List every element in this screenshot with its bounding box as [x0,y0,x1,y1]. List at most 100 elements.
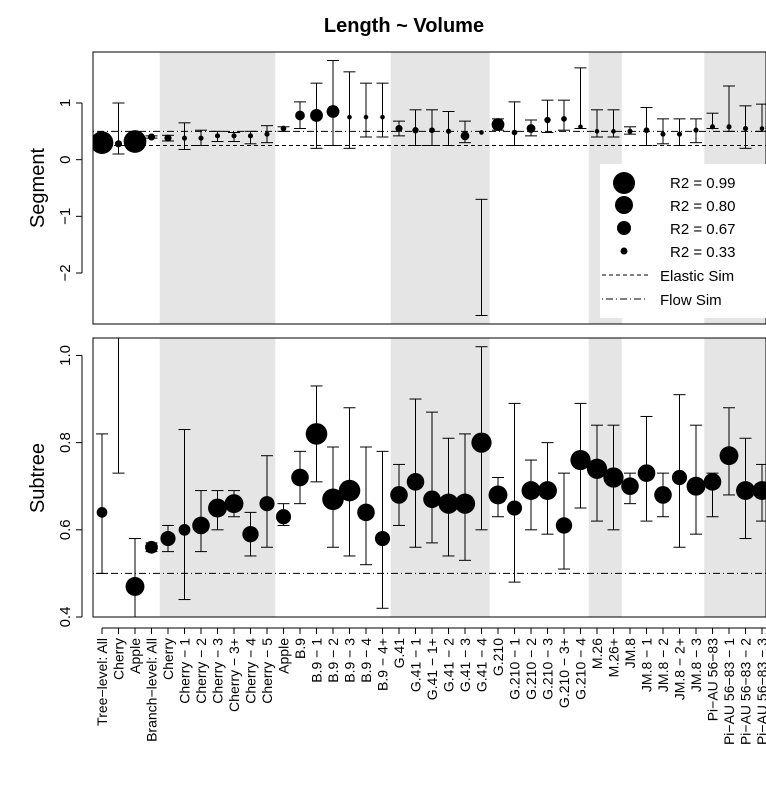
subtree-y-label: Subtree [27,443,49,513]
segment-error-bar-38 [723,85,735,132]
subtree-point-29 [570,449,591,471]
legend-marker-r2-0.67 [617,221,631,235]
segment-error-bar-29 [574,67,587,129]
segment-point-9 [247,133,254,139]
subtree-error-bar-17 [376,450,389,609]
segment-error-bar-16 [360,82,372,138]
subtree-point-4 [160,530,176,547]
segment-point-19 [412,127,419,134]
subtree-band-1 [390,338,490,617]
subtree-point-12 [291,468,309,487]
x-tick-label-13: B.9 − 1 [309,638,325,683]
x-tick-label-17: B.9 − 4+ [375,638,391,691]
legend-label-r2-0.67: R2 = 0.67 [670,221,735,238]
segment-y-tick-label-0: −2 [57,264,74,281]
subtree-shaded-bands [159,338,766,617]
legend-marker-r2-0.33 [620,247,628,255]
segment-y-axis: −2 −1 0 1 [57,99,83,282]
x-tick-label-21: G.41 − 2 [441,638,457,692]
segment-error-bar-23 [475,198,488,316]
segment-error-bar-14 [327,60,339,146]
segment-point-15 [347,114,352,120]
segment-point-33 [643,127,650,134]
subtree-point-35 [671,469,688,486]
subtree-error-bar-25 [508,402,521,583]
subtree-points [96,423,766,596]
segment-point-22 [460,131,470,141]
subtree-panel: 0.4 0.6 0.8 1.0 Subtree [27,337,766,627]
subtree-error-bar-1 [112,338,125,474]
legend-label-flow-sim: Flow Sim [660,292,722,309]
segment-point-11 [280,125,287,132]
subtree-point-24 [488,485,508,505]
x-tick-label-25: G.210 − 1 [507,638,523,700]
segment-point-17 [380,114,385,120]
segment-y-tick-label-3: 1 [57,99,74,107]
x-tick-label-20: G.41 − 1+ [424,638,440,700]
x-tick-label-22: G.41 − 3 [457,638,473,692]
subtree-point-13 [305,423,328,445]
x-tick-label-33: JM.8 − 1 [639,638,655,692]
x-tick-label-6: Cherry − 2 [193,638,209,704]
x-tick-label-16: B.9 − 4 [358,638,374,683]
segment-point-5 [181,135,188,141]
segment-error-bar-17 [376,82,389,138]
x-tick-label-36: JM.8 − 3 [688,638,704,692]
x-tick-label-31: M.26+ [606,638,622,677]
x-tick-label-10: Cherry − 5 [259,638,275,704]
legend-label-r2-0.80: R2 = 0.80 [670,198,735,215]
x-axis: Tree−level: All Cherry Apple Branch−level: … [94,627,766,745]
legend-label-r2-0.33: R2 = 0.33 [670,244,735,261]
segment-point-10 [264,131,270,137]
subtree-point-39 [736,481,755,501]
segment-point-20 [429,127,435,134]
x-tick-label-7: Cherry − 3 [210,638,226,704]
segment-band-0 [159,52,276,324]
subtree-point-18 [390,486,408,504]
subtree-point-37 [703,473,722,491]
subtree-point-2 [125,577,145,596]
segment-error-bar-33 [640,107,653,146]
x-tick-label-24: G.210 [490,638,506,676]
segment-point-0 [93,131,114,155]
segment-point-28 [561,116,567,122]
segment-error-bar-21 [442,111,455,146]
segment-error-bar-25 [508,101,521,146]
segment-point-21 [445,128,452,134]
segment-y-tick-label-2: 0 [57,155,74,163]
subtree-point-6 [192,516,210,535]
subtree-point-36 [686,476,706,496]
segment-point-12 [295,110,305,121]
subtree-error-bar-20 [426,411,438,544]
subtree-point-34 [654,486,672,504]
segment-point-40 [759,126,765,131]
x-tick-label-28: G.210 − 3+ [556,638,572,708]
subtree-y-tick-label-1: 0.6 [57,519,74,540]
x-tick-label-39: Pi−AU 56−83 − 2 [738,638,754,745]
subtree-point-5 [178,523,191,536]
segment-point-23 [479,130,484,135]
segment-point-34 [660,131,666,137]
x-tick-label-30: M.26 [589,638,605,669]
segment-point-30 [594,129,600,134]
x-tick-label-34: JM.8 − 2 [655,638,671,692]
subtree-y-axis: 0.4 0.6 0.8 1.0 [57,345,83,627]
subtree-point-40 [752,481,766,501]
segment-point-31 [611,129,616,134]
subtree-y-tick-label-3: 1.0 [57,345,74,366]
x-tick-label-19: G.41 − 1 [408,638,424,692]
subtree-point-17 [374,530,391,547]
x-tick-label-32: JM.8 [622,638,638,669]
x-tick-label-18: G.41 [391,638,407,669]
segment-point-13 [310,109,323,122]
legend: R2 = 0.99 R2 = 0.80 R2 = 0.67 R2 = 0.33 … [600,164,766,318]
segment-point-37 [709,124,716,130]
subtree-point-8 [224,494,244,514]
segment-point-1 [114,140,123,148]
segment-point-16 [363,114,369,120]
segment-panel: −2 −1 0 1 Segment R2 = 0.99 R2 = 0.80 R2 = … [27,51,766,325]
subtree-plot-frame [92,337,766,618]
legend-marker-r2-0.99 [613,172,635,194]
subtree-point-38 [719,446,739,466]
